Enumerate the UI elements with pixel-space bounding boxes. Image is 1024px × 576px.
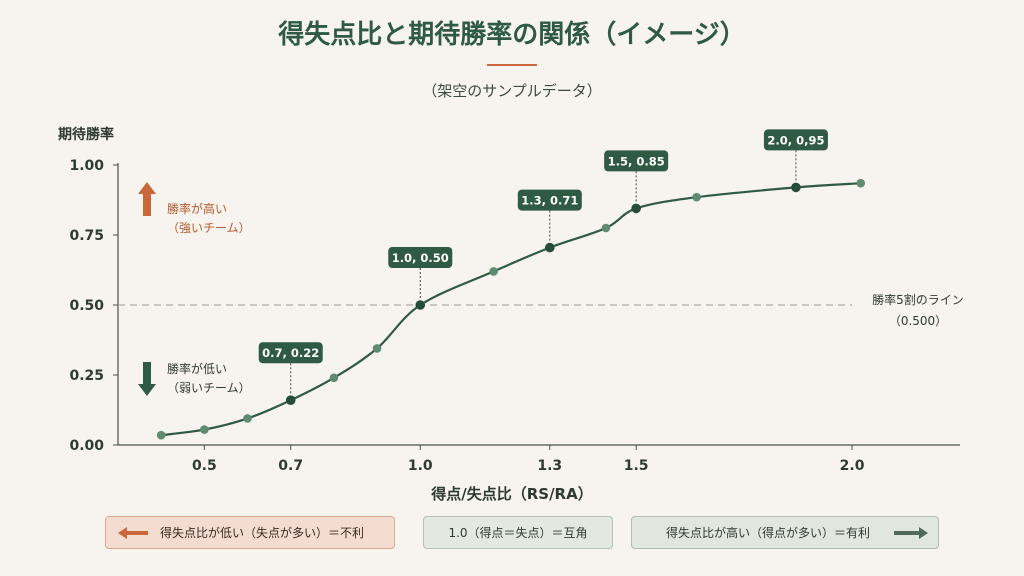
high-win-note-line2: （強いチーム）: [167, 221, 251, 235]
callout-box: [258, 342, 323, 364]
x-tick-label: 1.5: [624, 458, 649, 474]
callout-box: [763, 129, 828, 151]
x-tick-label: 2.0: [840, 458, 865, 474]
chart-title: 得失点比と期待勝率の関係（イメージ）: [278, 20, 746, 50]
highlight-point: [791, 182, 801, 193]
callout-label: 1.0, 0.50: [392, 251, 449, 265]
series-line: [161, 182, 861, 437]
data-point: [243, 414, 252, 423]
callout-box: [517, 189, 582, 211]
data-point: [156, 430, 166, 440]
callout-label: 1.3, 0.71: [521, 194, 578, 208]
callout-box: [604, 150, 669, 172]
arrow-down-icon: [138, 362, 156, 396]
x-axis-label: 得点/失点比（RS/RA）: [430, 485, 592, 503]
x-tick-label: 0.7: [278, 458, 303, 474]
callout-box: [388, 247, 453, 268]
legend-disadvantage: 得失点比が低い（失点が多い）＝不利: [105, 516, 395, 549]
data-point: [601, 223, 611, 233]
x-tick-label: 0.5: [192, 458, 217, 474]
data-point: [856, 178, 865, 188]
legend-disadvantage-text: 得失点比が低い（失点が多い）＝不利: [160, 526, 365, 540]
y-tick-label: 0.00: [69, 438, 104, 454]
high-win-note: 勝率が高い （強いチーム）: [167, 200, 251, 238]
chart-subtitle: （架空のサンプルデータ）: [422, 82, 602, 100]
reference-line-label: 勝率5割のライン （0.500）: [848, 290, 988, 332]
legend-even-text: 1.0（得点＝失点）＝互角: [448, 526, 588, 540]
callout-label: 2.0, 0,95: [767, 133, 824, 147]
title-underline: [487, 64, 537, 66]
highlight-point: [285, 395, 296, 406]
y-tick-label: 0.75: [69, 228, 104, 244]
low-win-note-line2: （弱いチーム）: [167, 381, 251, 395]
y-tick-label: 1.00: [69, 158, 104, 174]
highlight-point: [415, 300, 426, 310]
reference-line-label-line1: 勝率5割のライン: [872, 293, 964, 307]
legend-even: 1.0（得点＝失点）＝互角: [423, 516, 613, 549]
labels-group: 0.7, 0.22 1.0, 0.50 1.3, 0.71 1.5, 0.85 2.0,…: [258, 129, 828, 395]
y-tick-label: 0.25: [69, 368, 104, 384]
data-point: [200, 425, 209, 434]
y-tick-label: 0.50: [69, 298, 104, 314]
arrow-up-icon: [138, 182, 156, 216]
low-win-note-line1: 勝率が低い: [167, 362, 228, 376]
x-tick-label: 1.3: [537, 458, 562, 474]
curve-group: [161, 182, 861, 437]
data-point: [372, 344, 382, 353]
data-point: [329, 373, 339, 383]
callout-label: 1.5, 0.85: [608, 154, 665, 168]
data-point: [692, 192, 701, 202]
reference-line-label-line2: （0.500）: [888, 314, 948, 328]
legend-advantage-text: 得失点比が高い（得点が多い）＝有利: [666, 526, 871, 540]
high-win-note-line1: 勝率が高い: [167, 202, 228, 216]
low-win-note: 勝率が低い （弱いチーム）: [167, 360, 251, 398]
arrow-right-icon: [894, 526, 928, 539]
legend-advantage: 得失点比が高い（得点が多い）＝有利: [631, 516, 939, 549]
points-group: [156, 178, 865, 440]
data-point: [489, 267, 498, 276]
callout-label: 0.7, 0.22: [262, 346, 319, 360]
highlight-point: [631, 203, 641, 214]
arrow-left-icon: [118, 526, 148, 539]
x-tick-label: 1.0: [408, 458, 433, 474]
highlight-point: [544, 242, 555, 253]
y-axis-label: 期待勝率: [58, 126, 114, 143]
